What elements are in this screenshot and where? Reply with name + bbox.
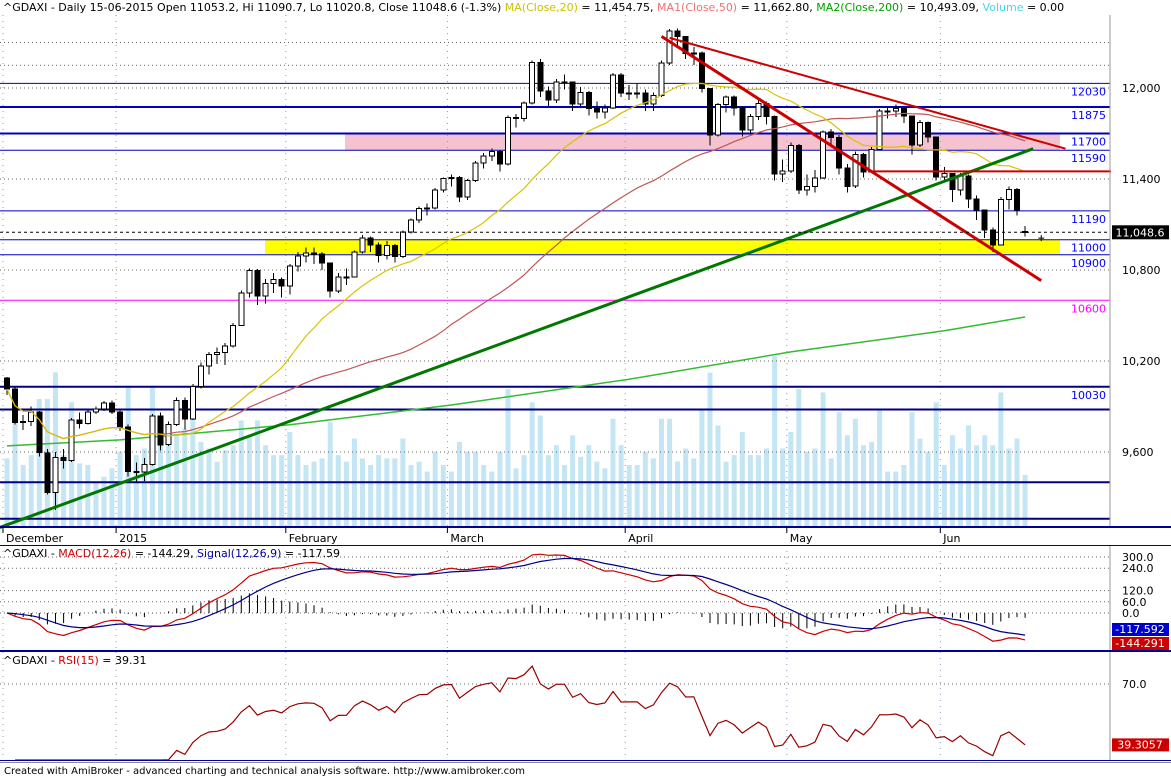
price-chart[interactable]: 12030 11875 11700 11590 11190 11000 10900 10600… bbox=[0, 15, 1171, 545]
level-label: 10030 bbox=[1071, 389, 1106, 402]
last-price-badge bbox=[1112, 225, 1169, 240]
x-axis-label: April bbox=[628, 532, 653, 545]
x-axis-label: May bbox=[790, 532, 813, 545]
signal-line bbox=[6, 557, 1026, 636]
rsi-chart[interactable]: 70.0 39.3057 bbox=[0, 652, 1171, 762]
y-axis-label: 11,400 bbox=[1122, 173, 1161, 186]
ma50-line bbox=[6, 112, 1026, 440]
title-segment: ^GDAXI - bbox=[3, 654, 59, 667]
level-label: 11700 bbox=[1071, 136, 1106, 149]
macd-axis-label: 60.0 bbox=[1122, 596, 1147, 609]
y-axis-label: 10,200 bbox=[1122, 355, 1161, 368]
y-axis-label: 10,800 bbox=[1122, 264, 1161, 277]
macd-title: ^GDAXI - MACD(12,26) = -144.29, Signal(1… bbox=[3, 547, 340, 560]
ma200-line bbox=[6, 316, 1026, 447]
x-axis-label: February bbox=[289, 532, 338, 545]
title-segment: = -117.59 bbox=[281, 547, 341, 560]
level-label: 11590 bbox=[1071, 152, 1106, 165]
x-axis-label: 2015 bbox=[119, 532, 147, 545]
price-chart-title: ^GDAXI - Daily 15-06-2015 Open 11053.2, … bbox=[3, 1, 1064, 14]
level-label: 12030 bbox=[1071, 85, 1106, 98]
title-segment: Volume bbox=[982, 1, 1024, 14]
volume-bars bbox=[4, 356, 1028, 527]
y-axis-label: 12,000 bbox=[1122, 82, 1161, 95]
x-axis-label: March bbox=[450, 532, 484, 545]
title-segment: = 39.31 bbox=[98, 654, 147, 667]
candlesticks bbox=[4, 28, 1029, 510]
macd-bg bbox=[0, 545, 1171, 652]
macd-line bbox=[6, 553, 1026, 642]
last-price-text: 11,048.6 bbox=[1116, 226, 1165, 239]
macd-axis-label: 240.0 bbox=[1122, 562, 1154, 575]
title-segment: MA(Close,20) bbox=[504, 1, 578, 14]
x-axis-label: December bbox=[6, 532, 64, 545]
trendline[interactable] bbox=[0, 147, 1034, 529]
plus-marker bbox=[1038, 235, 1045, 242]
signal-value-text: -117.592 bbox=[1115, 623, 1164, 636]
title-segment: ^GDAXI - Daily 15-06-2015 Open 11053.2, … bbox=[3, 1, 505, 14]
macd-value-text: -144.291 bbox=[1115, 637, 1164, 650]
macd-axis-label: 0.0 bbox=[1122, 607, 1140, 620]
status-bar: Created with AmiBroker - advanced charti… bbox=[0, 762, 1171, 781]
trendline[interactable] bbox=[660, 35, 1043, 282]
rsi-line bbox=[15, 665, 1026, 761]
title-segment: MA2(Close,200) bbox=[816, 1, 904, 14]
signal-value-badge bbox=[1112, 623, 1169, 636]
title-segment: = 10,493.09, bbox=[903, 1, 983, 14]
status-text: Created with AmiBroker - advanced charti… bbox=[4, 766, 526, 777]
macd-value-badge bbox=[1112, 637, 1169, 650]
title-segment: RSI(15) bbox=[58, 654, 99, 667]
x-axis-label: Jun bbox=[942, 532, 960, 545]
level-label: 11000 bbox=[1071, 242, 1106, 255]
title-segment: ^GDAXI - bbox=[3, 547, 59, 560]
ma20-line bbox=[6, 82, 1026, 440]
macd-axis-label: 120.0 bbox=[1122, 585, 1154, 598]
title-segment: Signal(12,26,9) bbox=[197, 547, 282, 560]
title-segment: MA1(Close,50) bbox=[657, 1, 738, 14]
level-label: 11875 bbox=[1071, 109, 1106, 122]
level-label: 10600 bbox=[1071, 302, 1106, 315]
level-label: 10900 bbox=[1071, 257, 1106, 270]
y-axis-label: 9,600 bbox=[1122, 446, 1154, 459]
title-segment: MACD(12,26) bbox=[58, 547, 132, 560]
rsi-value-text: 39.3057 bbox=[1117, 738, 1163, 751]
title-segment: = -144.29, bbox=[131, 547, 198, 560]
macd-axis-label: 300.0 bbox=[1122, 551, 1154, 564]
rsi-axis-label: 70.0 bbox=[1122, 678, 1147, 691]
trendline[interactable] bbox=[669, 36, 1066, 150]
highlight-band bbox=[345, 133, 1060, 151]
level-label: 11190 bbox=[1071, 213, 1106, 226]
title-segment: = 0.00 bbox=[1023, 1, 1065, 14]
highlight-band bbox=[265, 239, 1060, 255]
rsi-bg bbox=[0, 652, 1171, 762]
title-segment: = 11,662.80, bbox=[737, 1, 817, 14]
rsi-title: ^GDAXI - RSI(15) = 39.31 bbox=[3, 654, 146, 667]
title-segment: = 11,454.75, bbox=[577, 1, 658, 14]
rsi-value-badge bbox=[1112, 738, 1169, 752]
